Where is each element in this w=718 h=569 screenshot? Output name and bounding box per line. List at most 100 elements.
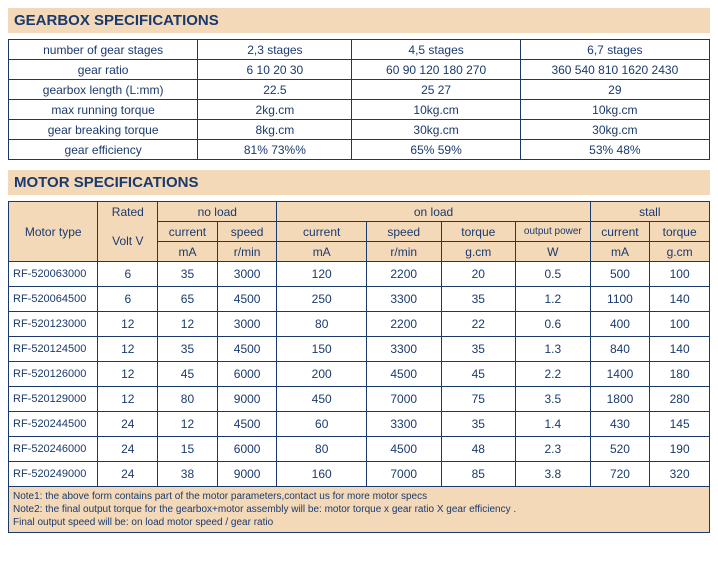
cell: 190 xyxy=(650,437,710,462)
table-row: RF-520126000124560002004500452.21400180 xyxy=(9,362,710,387)
cell: gear efficiency xyxy=(9,140,198,160)
cell: 65 xyxy=(158,287,218,312)
cell: 3000 xyxy=(217,262,277,287)
cell: 60 90 120 180 270 xyxy=(352,60,520,80)
sub-header: torque xyxy=(650,222,710,242)
table-row: RF-520249000243890001607000853.8720320 xyxy=(9,462,710,487)
table-subheader-row: Volt V current speed current speed torqu… xyxy=(9,222,710,242)
cell: 30kg.cm xyxy=(352,120,520,140)
cell: 100 xyxy=(650,312,710,337)
cell: 250 xyxy=(277,287,366,312)
cell: 6000 xyxy=(217,437,277,462)
cell: 7000 xyxy=(366,387,441,412)
stall-header: stall xyxy=(590,202,709,222)
gearbox-header: number of gear stages xyxy=(9,40,198,60)
unit: g.cm xyxy=(650,242,710,262)
rated-volt-header: Volt V xyxy=(98,222,158,262)
cell: 10kg.cm xyxy=(352,100,520,120)
cell: 150 xyxy=(277,337,366,362)
cell: 160 xyxy=(277,462,366,487)
table-header-row: Motor type Rated no load on load stall xyxy=(9,202,710,222)
table-row: number of gear stages 2,3 stages 4,5 sta… xyxy=(9,40,710,60)
cell: RF-520249000 xyxy=(9,462,98,487)
cell: 6 10 20 30 xyxy=(198,60,352,80)
cell: 280 xyxy=(650,387,710,412)
cell: 3300 xyxy=(366,287,441,312)
cell: 45 xyxy=(441,362,516,387)
cell: 3.8 xyxy=(516,462,591,487)
cell: 4500 xyxy=(217,412,277,437)
table-row: RF-520124500123545001503300351.3840140 xyxy=(9,337,710,362)
cell: 35 xyxy=(158,337,218,362)
sub-header: output power xyxy=(516,222,591,242)
unit: mA xyxy=(158,242,218,262)
cell: 0.5 xyxy=(516,262,591,287)
cell: RF-520129000 xyxy=(9,387,98,412)
unit: mA xyxy=(277,242,366,262)
cell: 80 xyxy=(158,387,218,412)
cell: 24 xyxy=(98,437,158,462)
unit: r/min xyxy=(366,242,441,262)
table-row: RF-52024600024156000804500482.3520190 xyxy=(9,437,710,462)
notes-block: Note1: the above form contains part of t… xyxy=(8,487,710,533)
cell: 35 xyxy=(158,262,218,287)
cell: 10kg.cm xyxy=(520,100,709,120)
gearbox-title: GEARBOX SPECIFICATIONS xyxy=(8,8,710,33)
cell: 1100 xyxy=(590,287,650,312)
cell: RF-520126000 xyxy=(9,362,98,387)
cell: 35 xyxy=(441,412,516,437)
sub-header: speed xyxy=(217,222,277,242)
cell: 520 xyxy=(590,437,650,462)
cell: 6000 xyxy=(217,362,277,387)
cell: 1800 xyxy=(590,387,650,412)
cell: 29 xyxy=(520,80,709,100)
cell: gear ratio xyxy=(9,60,198,80)
cell: 12 xyxy=(158,312,218,337)
no-load-header: no load xyxy=(158,202,277,222)
cell: 450 xyxy=(277,387,366,412)
note-line: Note2: the final output torque for the g… xyxy=(13,503,705,516)
cell: 8kg.cm xyxy=(198,120,352,140)
cell: 2kg.cm xyxy=(198,100,352,120)
cell: RF-520244500 xyxy=(9,412,98,437)
on-load-header: on load xyxy=(277,202,590,222)
unit: g.cm xyxy=(441,242,516,262)
cell: 500 xyxy=(590,262,650,287)
cell: 24 xyxy=(98,462,158,487)
cell: 9000 xyxy=(217,387,277,412)
cell: 1.2 xyxy=(516,287,591,312)
cell: 85 xyxy=(441,462,516,487)
cell: gear breaking torque xyxy=(9,120,198,140)
cell: RF-520064500 xyxy=(9,287,98,312)
cell: 60 xyxy=(277,412,366,437)
cell: 80 xyxy=(277,437,366,462)
cell: 180 xyxy=(650,362,710,387)
cell: RF-520063000 xyxy=(9,262,98,287)
sub-header: speed xyxy=(366,222,441,242)
cell: 4500 xyxy=(217,287,277,312)
cell: 140 xyxy=(650,337,710,362)
cell: 80 xyxy=(277,312,366,337)
cell: 20 xyxy=(441,262,516,287)
motor-title: MOTOR SPECIFICATIONS xyxy=(8,170,710,195)
cell: 2.2 xyxy=(516,362,591,387)
cell: 38 xyxy=(158,462,218,487)
cell: 720 xyxy=(590,462,650,487)
table-row: max running torque 2kg.cm 10kg.cm 10kg.c… xyxy=(9,100,710,120)
sub-header: current xyxy=(277,222,366,242)
rated-volt-header: Rated xyxy=(98,202,158,222)
cell: RF-520124500 xyxy=(9,337,98,362)
cell: RF-520246000 xyxy=(9,437,98,462)
table-row: RF-52012300012123000802200220.6400100 xyxy=(9,312,710,337)
cell: 1.4 xyxy=(516,412,591,437)
table-row: RF-52024450024124500603300351.4430145 xyxy=(9,412,710,437)
table-row: gear ratio 6 10 20 30 60 90 120 180 270 … xyxy=(9,60,710,80)
cell: 1.3 xyxy=(516,337,591,362)
cell: 360 540 810 1620 2430 xyxy=(520,60,709,80)
cell: 3300 xyxy=(366,337,441,362)
cell: 9000 xyxy=(217,462,277,487)
note-line: Note1: the above form contains part of t… xyxy=(13,490,705,503)
cell: 81% 73%% xyxy=(198,140,352,160)
gearbox-table: number of gear stages 2,3 stages 4,5 sta… xyxy=(8,39,710,160)
cell: 75 xyxy=(441,387,516,412)
